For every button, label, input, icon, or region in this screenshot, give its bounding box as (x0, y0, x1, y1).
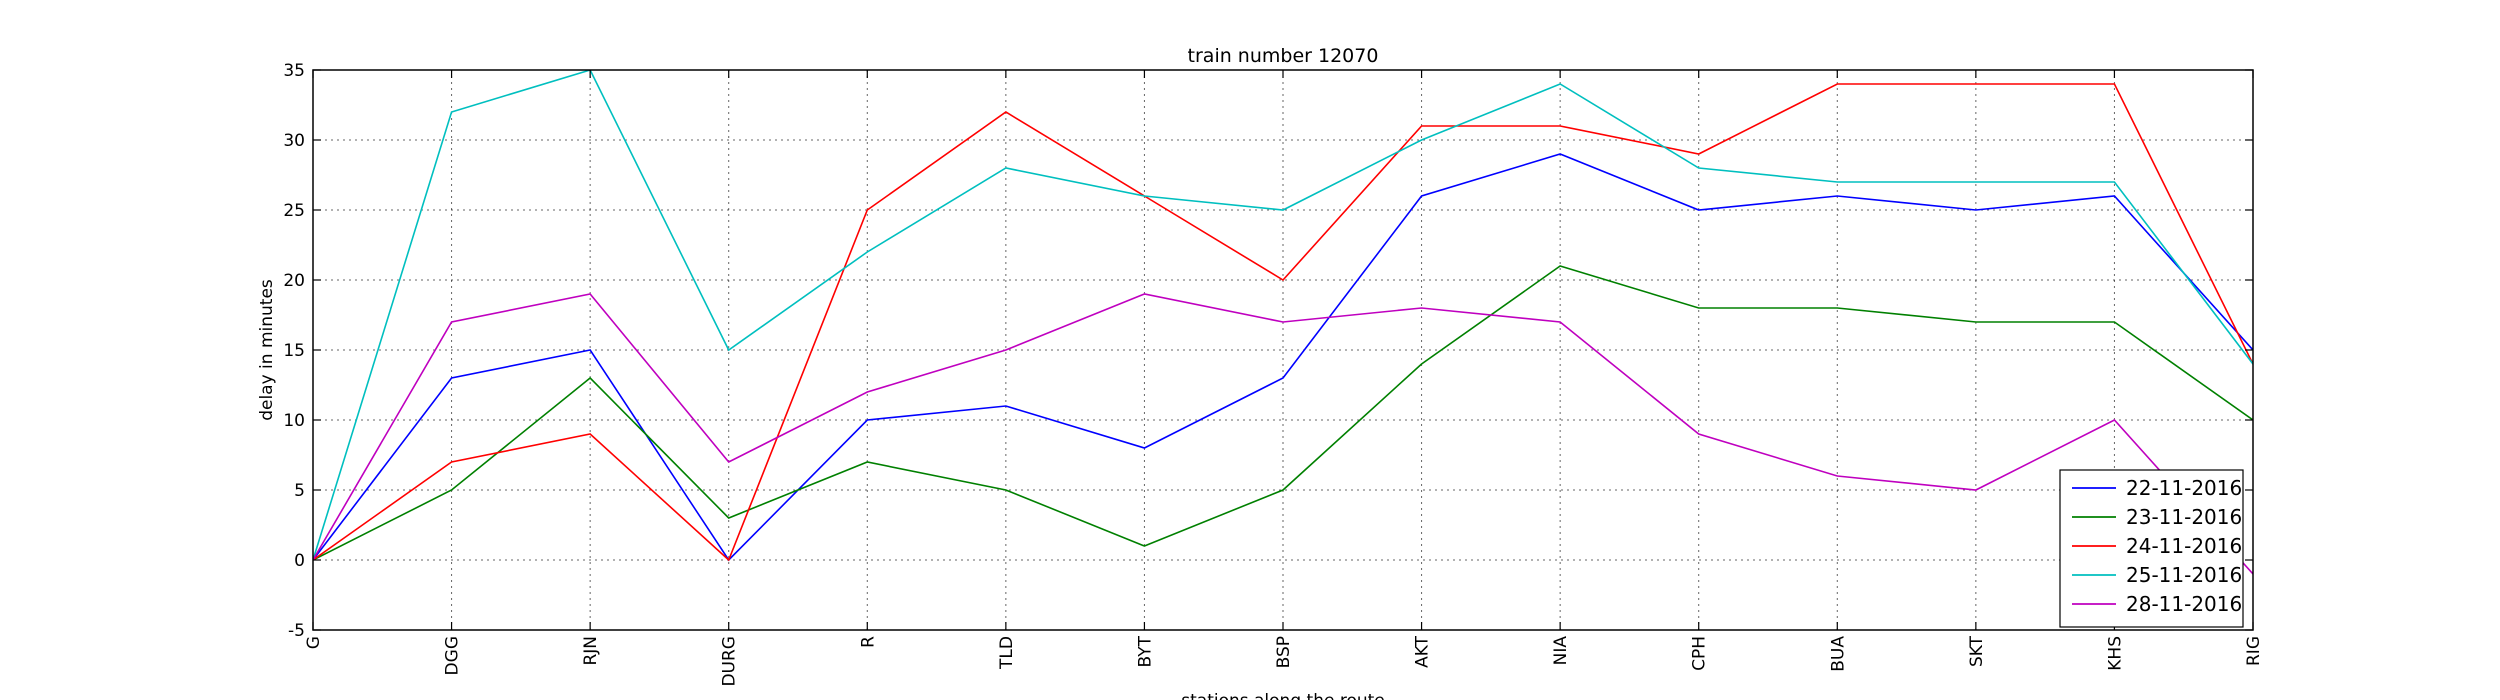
legend-label: 28-11-2016 (2126, 592, 2242, 616)
y-tick-label: 25 (283, 201, 305, 221)
series-line-23-11-2016 (313, 265, 2253, 561)
legend-label: 22-11-2016 (2126, 476, 2242, 500)
y-tick-label: 10 (283, 411, 305, 431)
series-line-25-11-2016 (313, 70, 2253, 561)
series-lines (313, 70, 2253, 575)
series-line-24-11-2016 (313, 83, 2253, 562)
y-tick-label: 5 (294, 481, 305, 501)
x-axis-label: stations along the route (1181, 691, 1385, 700)
x-tick-label: AKT (1413, 635, 1433, 667)
x-tick-label: DURG (720, 636, 740, 687)
x-tick-label: G (304, 636, 324, 649)
y-tick-label: 35 (283, 61, 305, 81)
y-axis-label: delay in minutes (257, 279, 277, 421)
x-tick-label: NIA (1551, 636, 1571, 666)
x-tick-label: CPH (1690, 636, 1710, 671)
chart-title: train number 12070 (1188, 45, 1379, 67)
grid-lines (312, 69, 2254, 631)
y-tick-label: 0 (294, 551, 305, 571)
legend: 22-11-2016 23-11-2016 24-11-2016 25-11-2016… (2059, 469, 2244, 628)
x-tick-label: SKT (1967, 635, 1987, 667)
y-tick-label: 15 (283, 341, 305, 361)
x-tick-label: DGG (443, 636, 463, 675)
x-tick-label: BYT (1135, 635, 1155, 667)
x-tick-label: BSP (1274, 636, 1294, 668)
x-tick-label: RJN (581, 636, 601, 666)
series-line-28-11-2016 (313, 293, 2253, 575)
x-tick-label: TLD (997, 636, 1017, 670)
x-tick-label: KHS (2105, 636, 2125, 671)
x-tick-label: R (858, 636, 878, 648)
legend-label: 25-11-2016 (2126, 563, 2242, 587)
y-tick-label: -5 (288, 621, 305, 641)
axis-ticks (312, 69, 2254, 631)
y-tick-label: 20 (283, 271, 305, 291)
x-tick-label: BUA (1828, 636, 1848, 672)
series-line-22-11-2016 (313, 153, 2253, 562)
legend-label: 24-11-2016 (2126, 534, 2242, 558)
x-tick-label: RIG (2244, 636, 2264, 666)
legend-label: 23-11-2016 (2126, 505, 2242, 529)
legend-box (2059, 469, 2244, 628)
y-tick-label: 30 (283, 131, 305, 151)
tick-labels: -5 0 5 10 15 20 25 30 35 G DGG RJN DURG R TLD BYT BSP AKT… (283, 61, 2264, 687)
